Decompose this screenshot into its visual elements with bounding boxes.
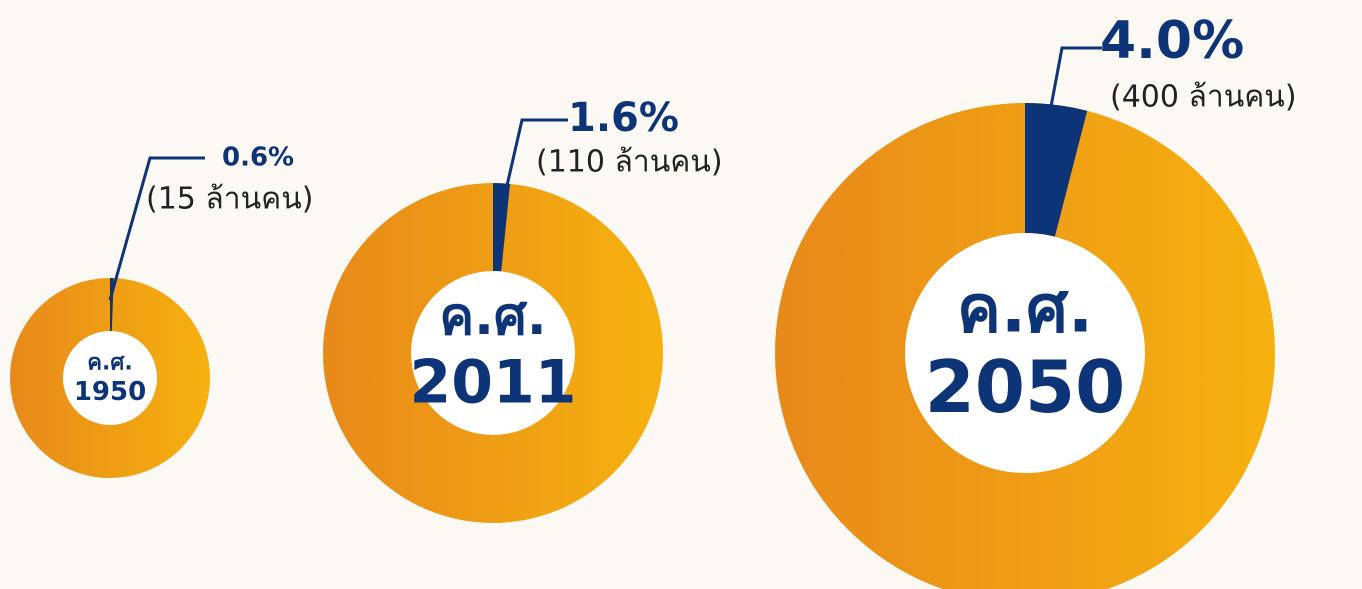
leader-line xyxy=(1048,46,1102,113)
donut-hole xyxy=(411,271,575,435)
leader-line xyxy=(108,156,205,301)
center-label: ค.ศ. xyxy=(439,287,546,347)
value-label: 1.6% xyxy=(568,95,679,141)
annotation: (15 ล้านคน) xyxy=(146,182,313,217)
donut-slice xyxy=(493,183,511,272)
annotation: (110 ล้านคน) xyxy=(536,145,723,180)
annotation: (400 ล้านคน) xyxy=(1110,80,1297,115)
center-label: 2011 xyxy=(410,348,577,418)
center-label: 1950 xyxy=(74,377,146,407)
leader-line xyxy=(504,118,568,191)
value-label: 4.0% xyxy=(1100,11,1244,71)
donut-hole xyxy=(905,233,1145,473)
center-label: ค.ศ. xyxy=(87,351,132,376)
center-label: ค.ศ. xyxy=(957,270,1093,347)
value-label: 0.6% xyxy=(222,143,294,173)
donut-hole xyxy=(63,331,157,425)
donut-slice xyxy=(1025,103,1088,237)
center-label: 2050 xyxy=(925,345,1125,429)
